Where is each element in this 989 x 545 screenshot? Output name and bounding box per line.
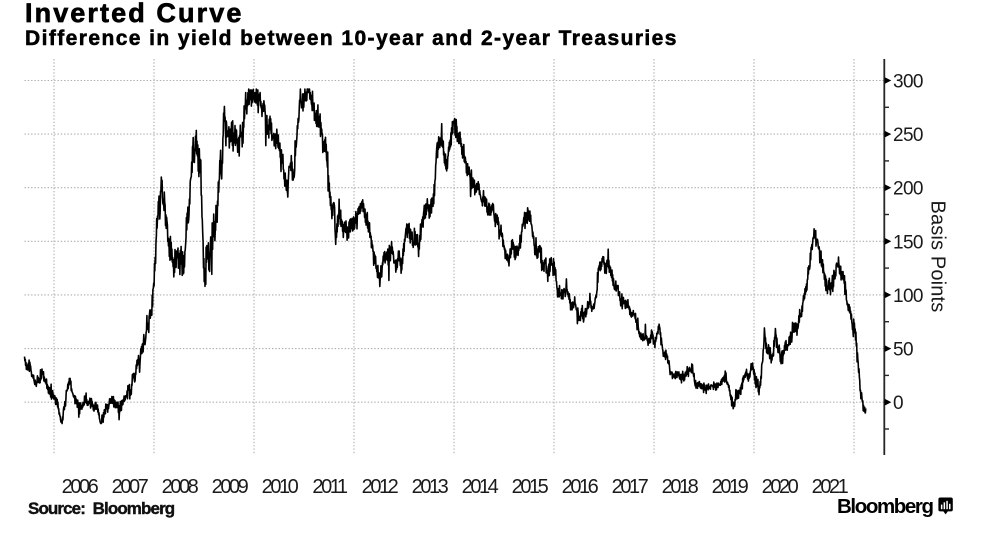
svg-text:2013: 2013 xyxy=(412,476,449,498)
svg-text:2021: 2021 xyxy=(812,476,849,498)
svg-text:0: 0 xyxy=(893,393,903,414)
svg-text:2010: 2010 xyxy=(262,476,299,498)
svg-text:2009: 2009 xyxy=(212,476,249,498)
svg-text:2019: 2019 xyxy=(712,476,749,498)
svg-text:2020: 2020 xyxy=(762,476,799,498)
svg-text:150: 150 xyxy=(893,232,923,253)
svg-text:2008: 2008 xyxy=(162,476,199,498)
svg-text:300: 300 xyxy=(893,72,923,93)
svg-text:2012: 2012 xyxy=(362,476,399,498)
svg-text:2018: 2018 xyxy=(662,476,699,498)
svg-text:100: 100 xyxy=(893,286,923,307)
svg-text:2015: 2015 xyxy=(512,476,549,498)
svg-text:2014: 2014 xyxy=(462,476,499,498)
svg-text:2006: 2006 xyxy=(62,476,99,498)
svg-text:50: 50 xyxy=(893,340,913,361)
svg-text:200: 200 xyxy=(893,179,923,200)
svg-text:250: 250 xyxy=(893,125,923,146)
svg-text:2017: 2017 xyxy=(612,476,649,498)
svg-text:2007: 2007 xyxy=(112,476,149,498)
svg-text:2011: 2011 xyxy=(312,476,348,498)
svg-text:Basis Points: Basis Points xyxy=(927,201,949,313)
svg-text:2016: 2016 xyxy=(562,476,599,498)
